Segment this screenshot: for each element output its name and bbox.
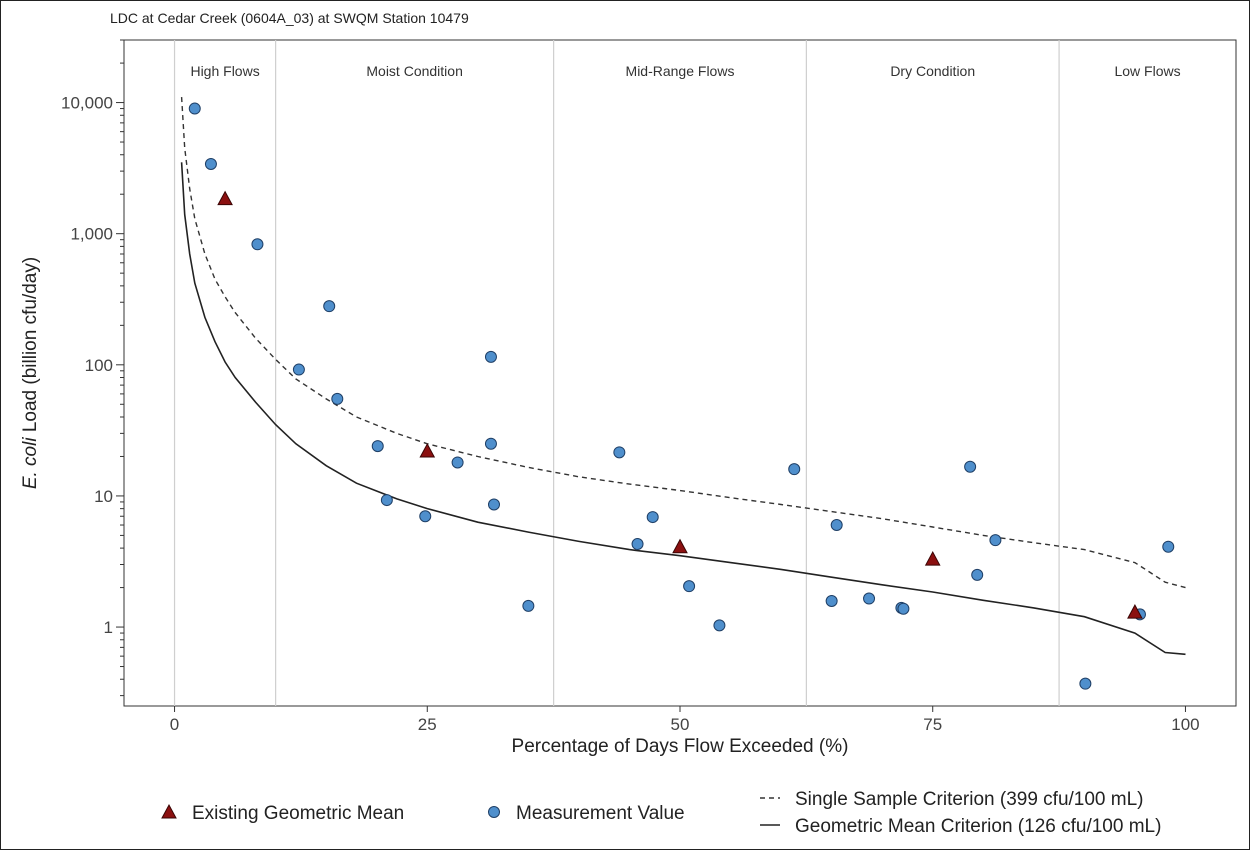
measurement-point xyxy=(484,437,497,450)
legend-label: Geometric Mean Criterion (126 cfu/100 mL… xyxy=(795,816,1161,837)
measurement-point xyxy=(863,592,876,605)
zone-label: Mid-Range Flows xyxy=(626,63,735,79)
x-tick-label: 0 xyxy=(170,715,179,734)
measurement-point xyxy=(292,363,305,376)
y-axis-title: E. coli Load (billion cfu/day) xyxy=(20,257,41,489)
legend-label: Existing Geometric Mean xyxy=(192,803,404,824)
x-tick-label: 50 xyxy=(671,715,690,734)
legend-triangle-marker xyxy=(161,803,177,819)
zone-label: High Flows xyxy=(190,63,259,79)
measurement-point xyxy=(188,102,201,115)
zone-label: Moist Condition xyxy=(366,63,463,79)
geometric-mean-point xyxy=(924,551,941,566)
measurement-point xyxy=(451,456,464,469)
measurement-point xyxy=(825,595,838,608)
measurement-point xyxy=(1162,540,1175,553)
legend: Existing Geometric Mean Measurement Value… xyxy=(161,789,1161,837)
measurement-point xyxy=(380,494,393,507)
legend-label: Measurement Value xyxy=(516,803,685,824)
measurement-point xyxy=(419,510,432,523)
measurement-point xyxy=(897,602,910,615)
measurement-point xyxy=(331,392,344,405)
measurement-point xyxy=(323,300,336,313)
measurement-point xyxy=(251,238,264,251)
y-tick-label: 1,000 xyxy=(70,225,113,244)
chart-title: LDC at Cedar Creek (0604A_03) at SWQM St… xyxy=(110,10,469,26)
measurement-point xyxy=(646,511,659,524)
measurement-point xyxy=(713,619,726,632)
series-group xyxy=(180,97,1186,690)
measurement-point xyxy=(964,460,977,473)
x-axis-title: Percentage of Days Flow Exceeded (%) xyxy=(512,736,849,757)
y-tick-label: 10 xyxy=(94,487,113,506)
measurement-point xyxy=(613,446,626,459)
geometric-mean-point xyxy=(217,190,233,206)
x-tick-label: 25 xyxy=(418,715,437,734)
y-tick-label: 100 xyxy=(85,356,113,375)
measurement-point xyxy=(683,580,696,593)
geometric-mean-point xyxy=(672,538,688,554)
measurement-point xyxy=(971,568,984,581)
measurement-point xyxy=(487,498,500,511)
measurement-point xyxy=(631,537,644,550)
geometric-mean-point xyxy=(419,442,436,458)
geometric-mean-criterion-line xyxy=(180,162,1186,656)
measurement-point xyxy=(204,157,217,170)
x-tick-label: 75 xyxy=(923,715,942,734)
zone-label: Dry Condition xyxy=(890,63,975,79)
single-sample-criterion-line xyxy=(180,97,1186,589)
zone-label: Low Flows xyxy=(1114,63,1180,79)
measurement-point xyxy=(1079,677,1092,690)
x-tick-label: 100 xyxy=(1171,715,1199,734)
legend-label: Single Sample Criterion (399 cfu/100 mL) xyxy=(795,789,1144,810)
y-tick-label: 1 xyxy=(104,618,113,637)
measurement-point xyxy=(989,534,1002,547)
measurement-point xyxy=(830,519,843,532)
y-tick-label: 10,000 xyxy=(61,94,113,113)
measurement-point xyxy=(788,463,801,476)
legend-circle-marker xyxy=(488,806,500,818)
geometric-mean-point xyxy=(1127,604,1143,619)
plot-area xyxy=(123,39,1237,707)
measurement-point xyxy=(371,440,384,453)
measurement-point xyxy=(484,350,497,363)
y-axis-title-italic: E. coli xyxy=(20,437,41,490)
y-axis-title-rest: Load (billion cfu/day) xyxy=(20,257,41,438)
measurement-point xyxy=(522,599,535,612)
